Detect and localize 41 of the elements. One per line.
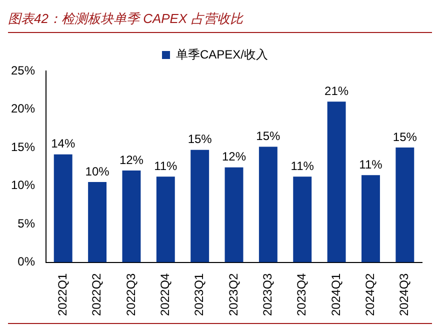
bar xyxy=(362,175,380,262)
x-tick-label: 2022Q4 xyxy=(158,272,172,316)
y-tick-label: 25% xyxy=(10,63,36,78)
x-tick-label: 2022Q2 xyxy=(90,272,104,316)
x-tick-label: 2022Q1 xyxy=(55,272,70,316)
data-label: 15% xyxy=(188,132,212,146)
y-tick-label: 10% xyxy=(10,178,36,192)
x-tick-label: 2023Q3 xyxy=(260,272,274,316)
data-label: 11% xyxy=(290,158,314,173)
bar xyxy=(190,150,210,262)
bar xyxy=(54,154,72,262)
bar xyxy=(293,176,312,262)
y-tick-label: 0% xyxy=(18,254,36,269)
bar xyxy=(396,148,414,262)
data-label: 14% xyxy=(51,136,76,151)
bar xyxy=(122,170,141,262)
x-tick-label: 2023Q1 xyxy=(192,272,206,316)
bar xyxy=(224,167,244,262)
data-label: 10% xyxy=(85,164,110,178)
y-tick-label: 15% xyxy=(10,140,36,154)
x-tick-label: 2024Q1 xyxy=(328,272,343,316)
x-tick-label: 2024Q3 xyxy=(397,272,412,316)
legend-label: 单季CAPEX/收入 xyxy=(176,47,268,62)
bar xyxy=(258,146,278,262)
x-tick-label: 2022Q3 xyxy=(124,272,138,316)
y-tick-label: 5% xyxy=(18,216,36,230)
bar xyxy=(327,102,346,262)
x-tick-label: 2023Q2 xyxy=(226,272,240,316)
data-label: 12% xyxy=(222,150,246,164)
data-label: 11% xyxy=(359,157,383,172)
data-label: 21% xyxy=(324,84,349,98)
data-label: 12% xyxy=(119,152,144,167)
data-label: 15% xyxy=(392,130,418,144)
y-tick-label: 20% xyxy=(10,102,36,116)
chart-title: 图表42：检测板块单季 CAPEX 占营收比 xyxy=(8,8,432,33)
data-label: 11% xyxy=(154,158,178,173)
x-tick-label: 2024Q2 xyxy=(363,272,378,316)
bar xyxy=(156,176,175,262)
data-label: 15% xyxy=(256,129,281,144)
x-tick-label: 2023Q4 xyxy=(294,272,309,316)
bar xyxy=(88,182,107,262)
